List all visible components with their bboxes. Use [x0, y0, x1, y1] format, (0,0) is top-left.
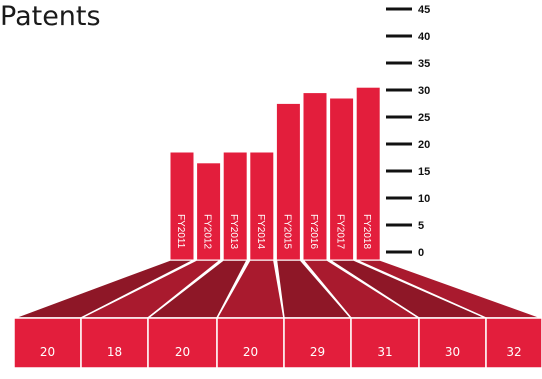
value-box — [147, 317, 218, 369]
value-box-label: 20 — [40, 345, 55, 359]
value-box-label: 31 — [377, 345, 392, 359]
chart-title: Patents — [0, 1, 101, 32]
bar-category-label: FY2011 — [175, 214, 186, 249]
value-box — [485, 317, 542, 369]
value-box-label: 30 — [445, 345, 460, 359]
bar-category-label: FY2013 — [228, 214, 239, 249]
bar-category-label: FY2015 — [281, 214, 292, 249]
funnel-connectors — [13, 259, 542, 319]
value-box — [13, 317, 82, 369]
value-box-label: 18 — [107, 345, 122, 359]
value-box-label: 29 — [310, 345, 325, 359]
bar-category-label: FY2018 — [361, 214, 372, 249]
y-axis: 0 5 10 15 20 25 30 35 40 45 — [386, 4, 430, 259]
bar-category-label: FY2017 — [335, 214, 346, 249]
y-tick-label: 0 — [418, 247, 424, 259]
value-box-label: 20 — [175, 345, 190, 359]
value-box — [216, 317, 285, 369]
bar-fy2013 — [222, 151, 248, 261]
bar-fy2018 — [355, 86, 381, 261]
value-boxes: 20 18 20 20 29 31 30 32 — [13, 317, 542, 369]
value-box-label: 20 — [243, 345, 258, 359]
bar-fy2015 — [275, 102, 301, 261]
value-box — [350, 317, 420, 369]
bar-fy2017 — [329, 97, 355, 261]
y-tick-label: 10 — [418, 193, 430, 205]
y-tick-label: 40 — [418, 31, 430, 43]
value-box — [80, 317, 149, 369]
y-tick-label: 25 — [418, 112, 430, 124]
y-tick-label: 20 — [418, 139, 430, 151]
bar-fy2014 — [249, 151, 275, 261]
value-box — [283, 317, 352, 369]
y-tick-label: 30 — [418, 85, 430, 97]
y-tick-label: 15 — [418, 166, 430, 178]
value-box-label: 32 — [506, 345, 521, 359]
bar-fy2012 — [196, 162, 222, 261]
value-box — [418, 317, 487, 369]
bar-fy2016 — [302, 92, 328, 261]
bars: FY2011 FY2012 FY2013 FY2014 FY2015 FY2016 FY20… — [169, 86, 381, 261]
y-tick-label: 5 — [418, 220, 424, 232]
bar-category-label: FY2014 — [255, 214, 266, 249]
bar-category-label: FY2012 — [202, 214, 213, 249]
y-tick-label: 35 — [418, 58, 430, 70]
y-tick-label: 45 — [418, 4, 430, 16]
bar-fy2011 — [169, 151, 195, 261]
bar-category-label: FY2016 — [308, 214, 319, 249]
